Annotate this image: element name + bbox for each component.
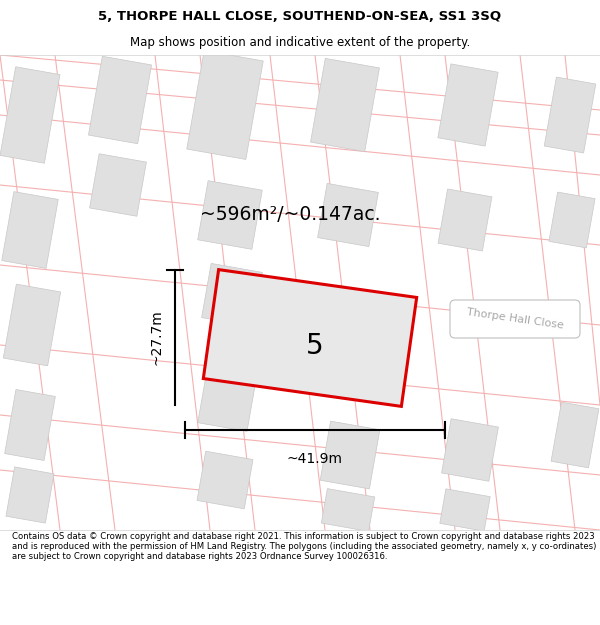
Polygon shape [549, 192, 595, 248]
Text: 5, THORPE HALL CLOSE, SOUTHEND-ON-SEA, SS1 3SQ: 5, THORPE HALL CLOSE, SOUTHEND-ON-SEA, S… [98, 10, 502, 23]
Polygon shape [197, 451, 253, 509]
Polygon shape [5, 389, 55, 461]
FancyBboxPatch shape [450, 300, 580, 338]
Polygon shape [198, 359, 258, 431]
Polygon shape [320, 421, 380, 489]
Polygon shape [198, 181, 262, 249]
Text: Thorpe Hall Close: Thorpe Hall Close [466, 308, 564, 331]
Polygon shape [442, 419, 499, 481]
Polygon shape [317, 183, 379, 247]
Polygon shape [322, 489, 374, 531]
Text: ~27.7m: ~27.7m [150, 309, 164, 366]
Polygon shape [311, 58, 379, 152]
Polygon shape [202, 263, 262, 327]
Text: ~41.9m: ~41.9m [287, 452, 343, 466]
Polygon shape [544, 77, 596, 153]
Polygon shape [89, 154, 146, 216]
Text: ~596m²/~0.147ac.: ~596m²/~0.147ac. [200, 206, 380, 224]
Polygon shape [0, 67, 60, 163]
Polygon shape [440, 489, 490, 531]
Polygon shape [551, 402, 599, 468]
Polygon shape [2, 192, 58, 268]
Text: Contains OS data © Crown copyright and database right 2021. This information is : Contains OS data © Crown copyright and d… [12, 532, 596, 561]
Polygon shape [203, 269, 416, 406]
Polygon shape [187, 51, 263, 159]
Polygon shape [438, 189, 492, 251]
Polygon shape [88, 56, 152, 144]
Polygon shape [4, 284, 61, 366]
Text: Map shows position and indicative extent of the property.: Map shows position and indicative extent… [130, 36, 470, 49]
Text: 5: 5 [306, 332, 324, 360]
Polygon shape [438, 64, 498, 146]
Polygon shape [6, 467, 54, 523]
